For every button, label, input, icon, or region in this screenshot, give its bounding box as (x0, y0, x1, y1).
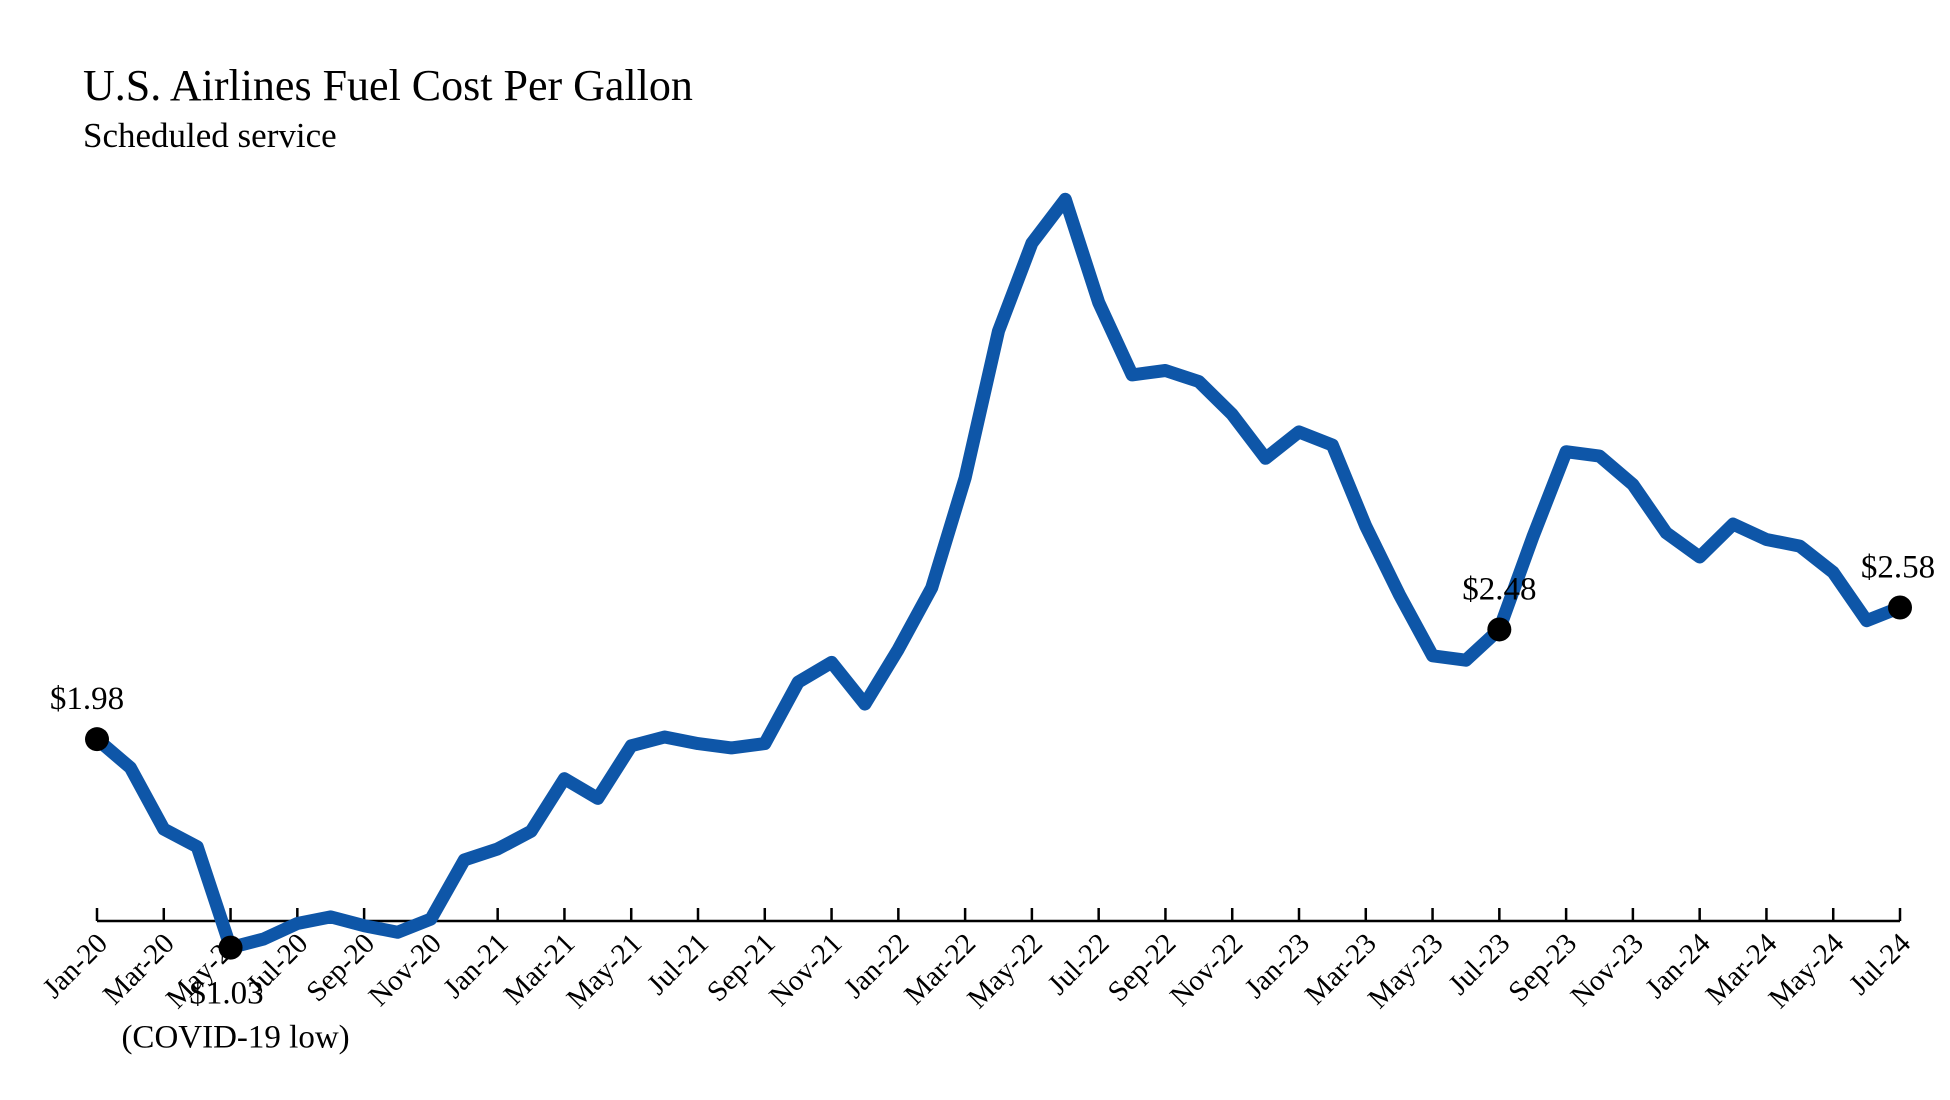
x-tick-label: Nov-22 (1164, 927, 1249, 1012)
x-tick-label: May-23 (1362, 927, 1450, 1015)
annotation-label: $1.03 (189, 976, 263, 1012)
x-axis-tick-labels: Jan-20Mar-20May-20Jul-20Sep-20Nov-20Jan-… (37, 927, 1918, 1015)
annotation-labels: $1.98 $1.03 (COVID-19 low) $2.48 $2.58 (50, 550, 1935, 1056)
x-tick-label: May-22 (961, 927, 1049, 1015)
series-line-fuel-cost (90, 192, 1907, 955)
annotation-marker (85, 727, 109, 752)
annotation-markers (85, 595, 1912, 960)
x-tick-label: Jul-22 (1042, 927, 1116, 1001)
annotation-marker (218, 935, 243, 960)
annotation-label: $2.58 (1861, 550, 1935, 586)
annotation-marker (1888, 595, 1912, 620)
annotation-sublabel: (COVID-19 low) (121, 1020, 349, 1056)
x-tick-label: Jul-24 (1843, 927, 1917, 1001)
annotation-marker (1487, 617, 1512, 642)
chart-subtitle: Scheduled service (83, 116, 337, 155)
chart-title: U.S. Airlines Fuel Cost Per Gallon (83, 61, 693, 110)
annotation-label: $2.48 (1462, 571, 1536, 607)
x-tick-label: May-21 (561, 927, 649, 1015)
x-tick-label: Nov-20 (363, 927, 448, 1012)
x-axis-ticks (95, 908, 1902, 921)
x-tick-label: Jul-21 (641, 927, 715, 1001)
x-tick-label: Jul-23 (1442, 927, 1516, 1001)
x-tick-label: May-24 (1763, 927, 1851, 1015)
x-tick-label: Nov-21 (763, 927, 848, 1012)
x-tick-label: Nov-23 (1565, 927, 1650, 1012)
annotation-label: $1.98 (50, 681, 124, 717)
